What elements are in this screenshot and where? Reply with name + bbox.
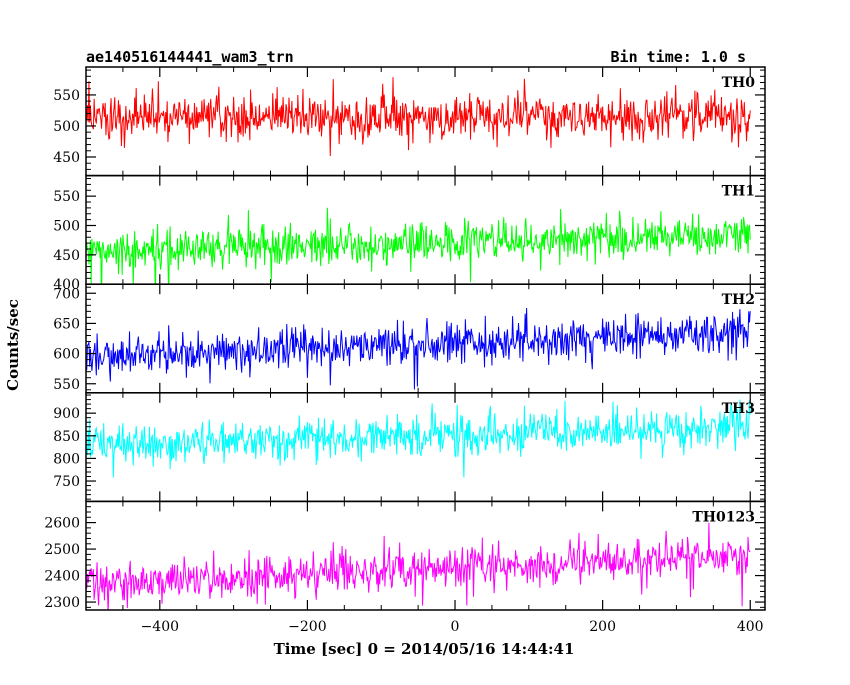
y-axis-title: Counts/sec bbox=[4, 299, 22, 391]
y-tick-label: 900 bbox=[53, 406, 80, 422]
y-tick-label: 450 bbox=[53, 150, 80, 166]
y-tick-label: 800 bbox=[53, 451, 80, 467]
panel-label-th2: TH2 bbox=[722, 292, 755, 308]
y-tick-label: 500 bbox=[53, 119, 80, 135]
chart-title: ae140516144441_wam3_trn bbox=[86, 48, 294, 66]
panel-frame bbox=[85, 500, 766, 611]
bin-time-label: Bin time: 1.0 s bbox=[611, 48, 746, 66]
panel-label-th1: TH1 bbox=[722, 184, 755, 200]
x-tick-label: 0 bbox=[451, 619, 460, 635]
y-tick-label: 750 bbox=[53, 474, 80, 490]
panel-label-th0123: TH0123 bbox=[692, 509, 755, 525]
y-tick-label: 550 bbox=[53, 189, 80, 205]
y-tick-label: 2500 bbox=[44, 542, 80, 558]
y-tick-label: 650 bbox=[53, 316, 80, 332]
series-line-th2 bbox=[86, 308, 751, 390]
panels-group: 450 500 550 TH0 400 450 500 550 TH1 550 600 650 700 T… bbox=[44, 66, 766, 611]
y-tick-label: 550 bbox=[53, 88, 80, 104]
y-tick-label: 550 bbox=[53, 377, 80, 393]
y-tick-label: 400 bbox=[53, 277, 80, 293]
series-line-th0 bbox=[86, 77, 751, 157]
x-tick-label: −400 bbox=[141, 619, 179, 635]
y-tick-label: 850 bbox=[53, 429, 80, 445]
panel-th1: 400 450 500 550 TH1 bbox=[53, 174, 766, 293]
panel-th0: 450 500 550 TH0 bbox=[53, 66, 766, 177]
panel-th0123: 2300 2400 2500 2600 TH0123 bbox=[44, 500, 766, 611]
y-tick-label: 600 bbox=[53, 347, 80, 363]
x-tick-label: 400 bbox=[737, 619, 764, 635]
x-tick-label: −200 bbox=[288, 619, 326, 635]
y-tick-label: 700 bbox=[53, 286, 80, 302]
y-tick-label: 450 bbox=[53, 248, 80, 264]
y-tick-label: 2300 bbox=[44, 595, 80, 611]
panel-th2: 550 600 650 700 TH2 bbox=[53, 283, 766, 394]
y-tick-label: 500 bbox=[53, 218, 80, 234]
panel-label-th0: TH0 bbox=[722, 75, 756, 91]
panel-th3: 750 800 850 900 TH3 bbox=[53, 392, 766, 503]
y-tick-label: 2400 bbox=[44, 569, 80, 585]
series-line-th1 bbox=[86, 207, 751, 285]
series-line-th3 bbox=[86, 399, 751, 478]
panel-label-th3: TH3 bbox=[722, 401, 755, 417]
series-line-th0123 bbox=[86, 522, 751, 610]
y-tick-label: 2600 bbox=[44, 516, 80, 532]
x-axis-title: Time [sec] 0 = 2014/05/16 14:44:41 bbox=[274, 640, 575, 658]
x-axis: −400 −200 0 200 400 bbox=[141, 619, 764, 635]
x-tick-label: 200 bbox=[589, 619, 616, 635]
